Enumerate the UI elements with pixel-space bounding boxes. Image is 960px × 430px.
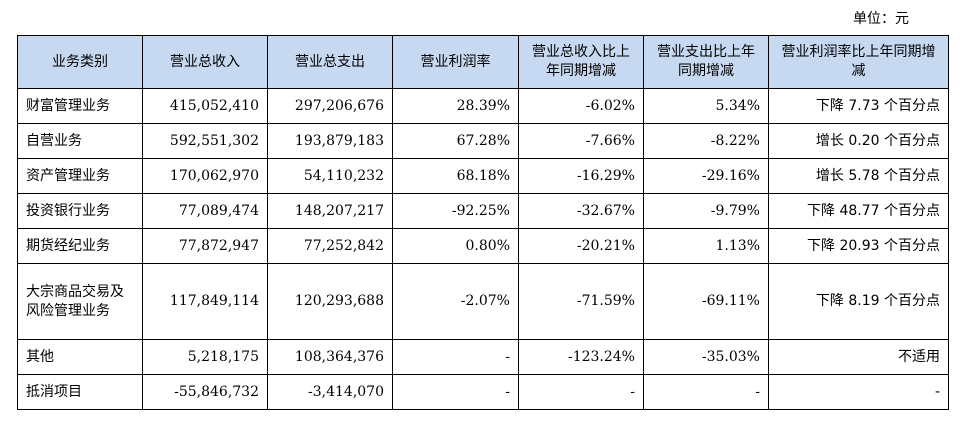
- cell-expense: 77,252,842: [267, 228, 393, 264]
- cell-expense: 120,293,688: [267, 263, 393, 340]
- cell-expense-yoy: -29.16%: [643, 158, 769, 194]
- table-row: 资产管理业务 170,062,970 54,110,232 68.18% -16…: [17, 158, 949, 194]
- cell-margin-yoy: 增长 5.78 个百分点: [768, 158, 949, 194]
- cell-margin: -: [392, 374, 519, 410]
- header-revenue: 营业总收入: [142, 35, 268, 89]
- table-row: 其他 5,218,175 108,364,376 - -123.24% -35.…: [17, 339, 949, 375]
- cell-revenue-yoy: -71.59%: [518, 263, 644, 340]
- unit-label: 单位：元: [853, 11, 909, 27]
- cell-revenue-yoy: -6.02%: [518, 88, 644, 124]
- cell-margin: -92.25%: [392, 193, 519, 229]
- cell-margin-yoy: -: [768, 374, 949, 410]
- cell-margin: -2.07%: [392, 263, 519, 340]
- cell-expense: 193,879,183: [267, 123, 393, 159]
- table-row: 自营业务 592,551,302 193,879,183 67.28% -7.6…: [17, 123, 949, 159]
- cell-revenue: 77,872,947: [142, 228, 268, 264]
- cell-revenue: -55,846,732: [142, 374, 268, 410]
- cell-category: 期货经纪业务: [17, 228, 143, 264]
- cell-revenue: 170,062,970: [142, 158, 268, 194]
- cell-revenue-yoy: -123.24%: [518, 339, 644, 375]
- cell-expense: 148,207,217: [267, 193, 393, 229]
- cell-margin-yoy: 不适用: [768, 339, 949, 375]
- cell-revenue: 415,052,410: [142, 88, 268, 124]
- cell-expense-yoy: -: [643, 374, 769, 410]
- table-row: 投资银行业务 77,089,474 148,207,217 -92.25% -3…: [17, 193, 949, 229]
- cell-expense: -3,414,070: [267, 374, 393, 410]
- cell-expense-yoy: 5.34%: [643, 88, 769, 124]
- cell-revenue-yoy: -32.67%: [518, 193, 644, 229]
- cell-expense: 108,364,376: [267, 339, 393, 375]
- cell-category: 抵消项目: [17, 374, 143, 410]
- table-row: 大宗商品交易及风险管理业务 117,849,114 120,293,688 -2…: [17, 263, 949, 340]
- table-row: 财富管理业务 415,052,410 297,206,676 28.39% -6…: [17, 88, 949, 124]
- cell-revenue: 117,849,114: [142, 263, 268, 340]
- cell-expense-yoy: -9.79%: [643, 193, 769, 229]
- cell-category: 大宗商品交易及风险管理业务: [17, 263, 143, 340]
- cell-expense-yoy: -69.11%: [643, 263, 769, 340]
- cell-margin-yoy: 下降 48.77 个百分点: [768, 193, 949, 229]
- cell-revenue: 5,218,175: [142, 339, 268, 375]
- cell-expense-yoy: -35.03%: [643, 339, 769, 375]
- cell-revenue-yoy: -16.29%: [518, 158, 644, 194]
- header-expense: 营业总支出: [267, 35, 393, 89]
- cell-category: 资产管理业务: [17, 158, 143, 194]
- business-segment-table: 业务类别 营业总收入 营业总支出 营业利润率 营业总收入比上年同期增减 营业支出…: [17, 35, 949, 410]
- cell-margin: 67.28%: [392, 123, 519, 159]
- cell-margin-yoy: 下降 7.73 个百分点: [768, 88, 949, 124]
- cell-expense-yoy: -8.22%: [643, 123, 769, 159]
- header-margin: 营业利润率: [392, 35, 519, 89]
- cell-margin: 28.39%: [392, 88, 519, 124]
- cell-margin: -: [392, 339, 519, 375]
- table-header-row: 业务类别 营业总收入 营业总支出 营业利润率 营业总收入比上年同期增减 营业支出…: [17, 35, 949, 89]
- cell-expense: 54,110,232: [267, 158, 393, 194]
- cell-category: 财富管理业务: [17, 88, 143, 124]
- cell-margin-yoy: 下降 8.19 个百分点: [768, 263, 949, 340]
- cell-expense: 297,206,676: [267, 88, 393, 124]
- header-category: 业务类别: [17, 35, 143, 89]
- cell-revenue: 592,551,302: [142, 123, 268, 159]
- cell-category: 其他: [17, 339, 143, 375]
- header-margin-yoy: 营业利润率比上年同期增减: [768, 35, 949, 89]
- cell-revenue-yoy: -20.21%: [518, 228, 644, 264]
- cell-margin-yoy: 下降 20.93 个百分点: [768, 228, 949, 264]
- table-row: 期货经纪业务 77,872,947 77,252,842 0.80% -20.2…: [17, 228, 949, 264]
- cell-revenue-yoy: -: [518, 374, 644, 410]
- cell-revenue-yoy: -7.66%: [518, 123, 644, 159]
- cell-margin: 0.80%: [392, 228, 519, 264]
- cell-category: 投资银行业务: [17, 193, 143, 229]
- header-expense-yoy: 营业支出比上年同期增减: [643, 35, 769, 89]
- header-revenue-yoy: 营业总收入比上年同期增减: [518, 35, 644, 89]
- cell-category: 自营业务: [17, 123, 143, 159]
- table-row: 抵消项目 -55,846,732 -3,414,070 - - - -: [17, 374, 949, 410]
- cell-revenue: 77,089,474: [142, 193, 268, 229]
- cell-margin-yoy: 增长 0.20 个百分点: [768, 123, 949, 159]
- cell-margin: 68.18%: [392, 158, 519, 194]
- cell-expense-yoy: 1.13%: [643, 228, 769, 264]
